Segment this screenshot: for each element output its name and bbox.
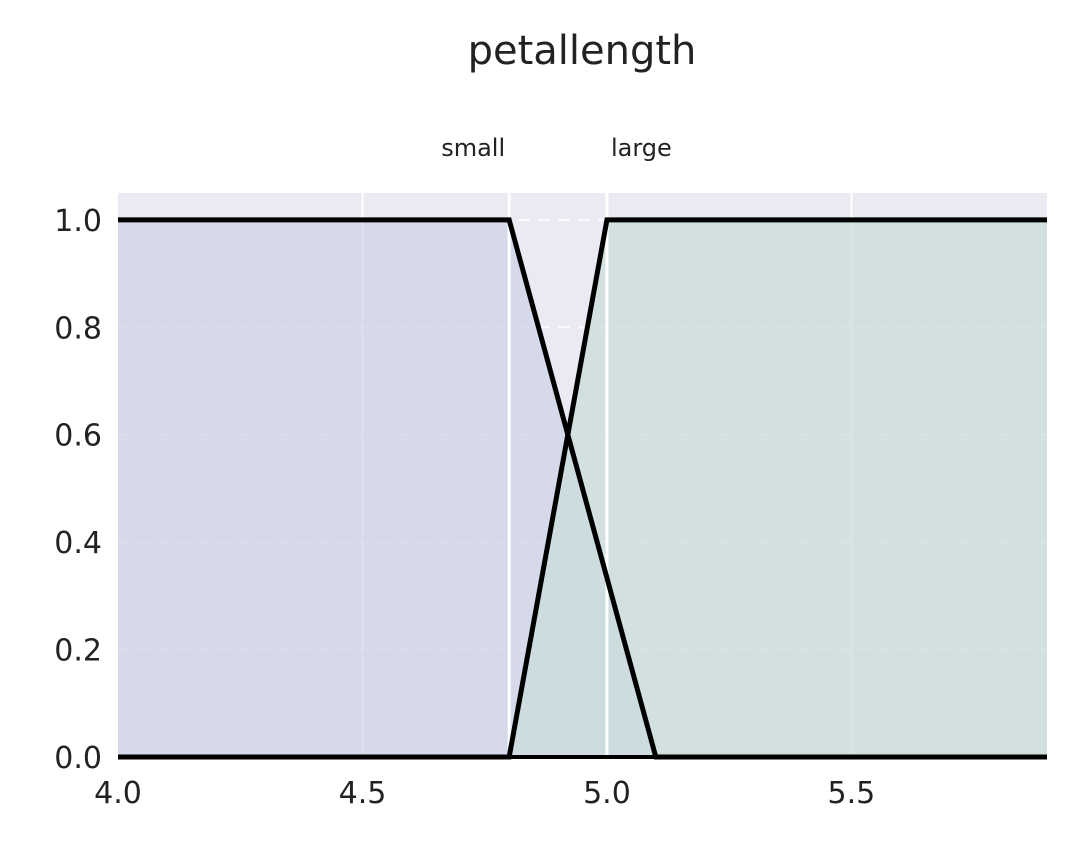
x-tick-label-1: 4.5 <box>339 776 387 811</box>
membership-label-large: large <box>611 134 672 162</box>
y-tick-labels: 0.0 0.2 0.4 0.6 0.8 1.0 <box>54 204 102 776</box>
y-tick-label-0: 0.0 <box>54 741 102 776</box>
x-tick-label-2: 5.0 <box>583 776 631 811</box>
y-tick-label-5: 1.0 <box>54 204 102 239</box>
x-tick-labels: 4.0 4.5 5.0 5.5 <box>94 776 875 811</box>
x-tick-label-0: 4.0 <box>94 776 142 811</box>
y-tick-label-4: 0.8 <box>54 311 102 346</box>
y-tick-label-1: 0.2 <box>54 634 102 669</box>
y-tick-label-3: 0.6 <box>54 419 102 454</box>
chart-title: petallength <box>468 28 697 74</box>
x-tick-label-3: 5.5 <box>828 776 876 811</box>
membership-label-small: small <box>441 134 505 162</box>
y-tick-label-2: 0.4 <box>54 526 102 561</box>
membership-labels: small large <box>441 134 672 162</box>
threshold-lines <box>507 193 609 757</box>
